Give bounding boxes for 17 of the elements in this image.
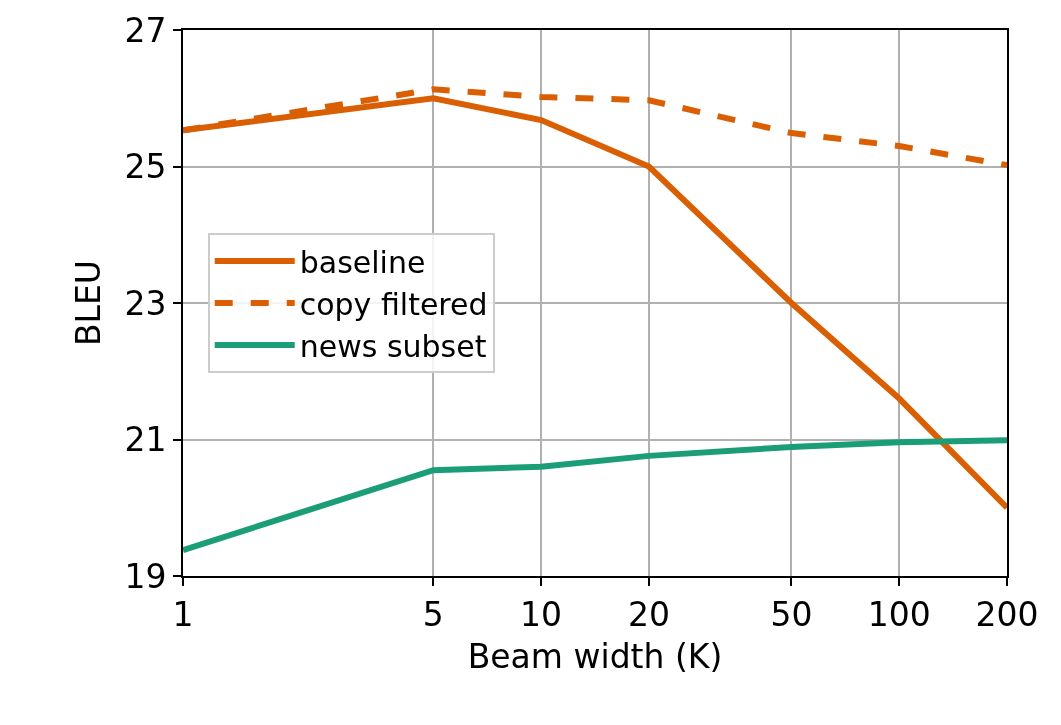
x-tick-label: 20 xyxy=(627,594,670,634)
x-axis-title: Beam width (K) xyxy=(467,636,723,676)
y-tick-label: 27 xyxy=(124,10,167,50)
y-axis-title: BLEU xyxy=(68,259,108,347)
y-tick-label: 21 xyxy=(124,420,167,460)
x-tick-label: 200 xyxy=(975,594,1039,634)
x-tick-label: 5 xyxy=(422,594,444,634)
y-tick-label: 25 xyxy=(124,147,167,187)
y-tick-label: 23 xyxy=(124,283,167,323)
y-tick-label: 19 xyxy=(124,556,167,596)
legend-label: baseline xyxy=(299,244,426,280)
x-tick-label: 10 xyxy=(520,594,563,634)
x-tick-label: 100 xyxy=(867,594,931,634)
legend-label: news subset xyxy=(299,328,487,364)
x-tick-label: 50 xyxy=(770,594,813,634)
legend-label: copy filtered xyxy=(299,286,488,322)
x-tick-label: 1 xyxy=(172,594,194,634)
